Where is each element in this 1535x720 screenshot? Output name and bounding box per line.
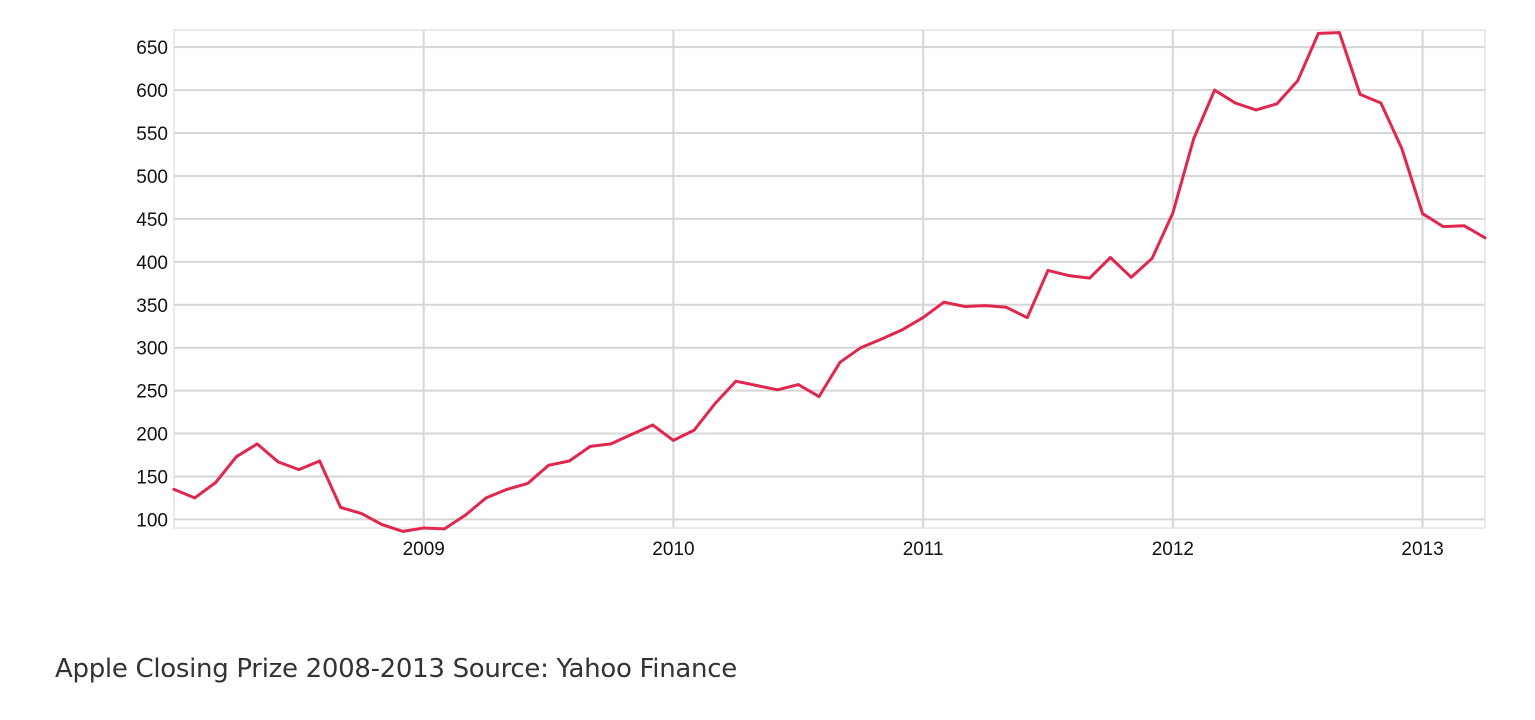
y-tick-label: 150 (136, 467, 168, 488)
data-point (1088, 276, 1092, 280)
data-point (1296, 79, 1300, 83)
data-point (318, 459, 321, 463)
data-point (464, 513, 467, 517)
y-axis: 100 150 200 250 300 350 400 450 500 550 600 650 (136, 38, 168, 531)
x-axis: 2009 2010 2011 2012 2013 (403, 539, 1444, 560)
data-point (630, 433, 634, 436)
y-tick-label: 500 (136, 167, 168, 188)
x-tick-label: 2009 (403, 539, 445, 560)
data-point (276, 460, 280, 464)
data-point (588, 445, 592, 448)
plot-border (173, 29, 1486, 529)
data-point (567, 459, 571, 463)
data-point (984, 304, 987, 308)
x-tick-label: 2010 (652, 539, 694, 560)
data-point (755, 384, 758, 387)
y-tick-label: 400 (136, 253, 168, 274)
data-point (172, 487, 176, 491)
data-point (1421, 212, 1424, 216)
data-point (1317, 32, 1320, 35)
data-point (963, 305, 967, 308)
data-point (734, 379, 738, 383)
data-point (921, 316, 925, 320)
closing-price-chart: 100 150 200 250 300 350 400 450 500 550 600 650 200… (136, 29, 1487, 560)
data-point (942, 300, 946, 304)
data-point (1109, 256, 1112, 259)
data-point (1462, 224, 1466, 228)
data-point (880, 337, 883, 341)
y-tick-label: 250 (136, 382, 168, 403)
data-point (796, 383, 800, 387)
data-point (692, 428, 696, 432)
y-tick-label: 200 (136, 425, 168, 446)
data-point (1213, 88, 1216, 92)
data-point (1129, 275, 1133, 279)
data-point (526, 481, 530, 485)
data-point (1358, 92, 1362, 96)
data-point (901, 328, 904, 332)
data-point (339, 505, 342, 509)
data-point (1046, 269, 1050, 272)
data-point (609, 442, 613, 446)
y-tick-label: 550 (136, 124, 168, 145)
y-tick-label: 600 (136, 81, 168, 102)
x-tick-label: 2011 (903, 539, 944, 560)
data-point (1254, 108, 1258, 112)
y-tick-label: 350 (136, 296, 168, 317)
gridlines (174, 30, 1485, 528)
data-point (1150, 256, 1154, 260)
data-point (1441, 225, 1445, 229)
data-point (380, 523, 384, 526)
data-point (255, 442, 259, 446)
data-point (1025, 316, 1029, 320)
x-tick-label: 2012 (1152, 539, 1194, 560)
y-tick-label: 300 (136, 339, 168, 360)
data-point (1400, 147, 1404, 150)
data-point (235, 455, 238, 459)
data-point (1233, 101, 1237, 105)
data-point (1338, 31, 1341, 34)
data-point (214, 481, 218, 484)
data-point (1483, 236, 1487, 240)
y-tick-label: 450 (136, 210, 168, 231)
data-point (859, 346, 863, 350)
data-point (359, 512, 363, 515)
data-point (297, 468, 301, 472)
y-tick-label: 100 (136, 510, 168, 531)
data-point (838, 360, 842, 364)
x-tick-label: 2013 (1401, 539, 1443, 560)
data-point (1067, 274, 1071, 277)
data-point (484, 496, 488, 500)
y-tick-label: 650 (136, 38, 168, 59)
chart-caption: Apple Closing Prize 2008-2013 Source: Ya… (55, 654, 737, 684)
data-point (547, 463, 550, 467)
data-point (443, 527, 446, 531)
price-series (172, 31, 1487, 533)
series-line (172, 31, 1487, 533)
data-point (672, 439, 675, 442)
plot-frame (173, 29, 1486, 529)
data-point (505, 487, 509, 491)
data-point (817, 395, 821, 399)
data-point (193, 496, 197, 500)
data-point (776, 388, 779, 392)
data-point (1379, 101, 1383, 105)
data-point (1275, 102, 1279, 106)
data-point (1192, 137, 1195, 141)
data-point (1004, 305, 1008, 309)
data-point (1171, 211, 1175, 215)
data-point (651, 423, 655, 427)
data-point (422, 526, 426, 530)
data-point (713, 402, 717, 405)
data-point (401, 530, 405, 533)
